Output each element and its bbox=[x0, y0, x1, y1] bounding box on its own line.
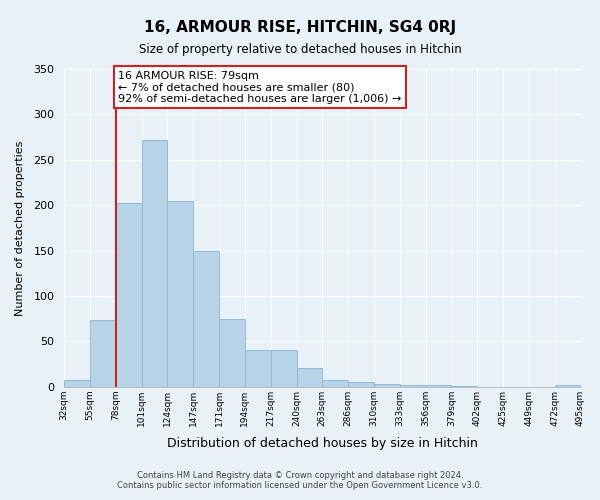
Bar bbox=[348, 382, 374, 386]
Bar bbox=[322, 380, 348, 386]
Text: Size of property relative to detached houses in Hitchin: Size of property relative to detached ho… bbox=[139, 42, 461, 56]
Bar bbox=[219, 318, 245, 386]
Bar bbox=[90, 320, 116, 386]
Text: Contains HM Land Registry data © Crown copyright and database right 2024.
Contai: Contains HM Land Registry data © Crown c… bbox=[118, 470, 482, 490]
Bar bbox=[271, 350, 296, 387]
Bar bbox=[193, 252, 219, 386]
Bar bbox=[425, 385, 451, 386]
Bar bbox=[296, 368, 322, 386]
Bar bbox=[167, 200, 193, 386]
Bar bbox=[554, 385, 581, 386]
Bar bbox=[400, 385, 425, 386]
Bar bbox=[116, 204, 142, 386]
Y-axis label: Number of detached properties: Number of detached properties bbox=[15, 140, 25, 316]
Text: 16 ARMOUR RISE: 79sqm
← 7% of detached houses are smaller (80)
92% of semi-detac: 16 ARMOUR RISE: 79sqm ← 7% of detached h… bbox=[118, 71, 402, 104]
Text: 16, ARMOUR RISE, HITCHIN, SG4 0RJ: 16, ARMOUR RISE, HITCHIN, SG4 0RJ bbox=[144, 20, 456, 35]
Bar bbox=[142, 140, 167, 386]
Bar bbox=[245, 350, 271, 387]
Bar bbox=[64, 380, 90, 386]
Bar bbox=[374, 384, 400, 386]
X-axis label: Distribution of detached houses by size in Hitchin: Distribution of detached houses by size … bbox=[167, 437, 478, 450]
